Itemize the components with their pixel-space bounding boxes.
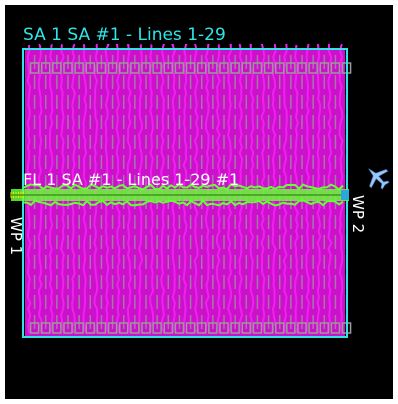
survey-line[interactable]: [215, 44, 221, 334]
line-end-marker: [319, 322, 330, 334]
survey-line[interactable]: [171, 44, 177, 334]
survey-line[interactable]: [182, 44, 188, 334]
line-end-marker: [141, 322, 151, 334]
flight-path-edge: [22, 183, 344, 191]
line-end-marker: [52, 62, 62, 74]
line-end-marker: [163, 322, 174, 334]
line-end-marker: [29, 322, 40, 334]
line-end-marker: [174, 322, 185, 334]
line-end-marker: [63, 62, 73, 74]
line-end-marker: [263, 62, 274, 74]
line-end-marker: [252, 62, 263, 74]
line-end-marker: [330, 322, 341, 334]
line-end-marker: [96, 322, 107, 334]
line-end-marker: [163, 62, 174, 74]
survey-line[interactable]: [82, 44, 88, 334]
line-end-marker: [219, 322, 229, 334]
survey-line[interactable]: [48, 44, 54, 334]
flight-path[interactable]: [10, 183, 349, 207]
line-marks: [29, 55, 352, 334]
line-end-marker: [308, 322, 318, 334]
line-end-marker: [85, 322, 96, 334]
survey-area-label: SA 1 SA #1 - Lines 1-29: [23, 25, 226, 45]
line-end-marker: [263, 322, 274, 334]
line-end-marker: [196, 322, 207, 334]
line-end-marker: [241, 322, 252, 334]
line-end-marker: [308, 62, 318, 74]
flight-line-label: FL 1 SA #1 - Lines 1-29 #1: [23, 170, 240, 189]
survey-line[interactable]: [137, 44, 143, 334]
line-end-marker: [219, 62, 229, 74]
line-end-marker: [274, 62, 285, 74]
line-end-marker: [74, 62, 84, 74]
line-end-marker: [107, 322, 118, 334]
line-end-marker: [230, 62, 240, 74]
line-end-marker: [74, 322, 84, 334]
waypoint-end-label: WP 2: [349, 195, 367, 234]
line-end-marker: [196, 62, 207, 74]
survey-line[interactable]: [126, 44, 132, 334]
line-end-marker: [152, 62, 162, 74]
line-end-marker: [130, 322, 140, 334]
line-end-marker: [85, 62, 96, 74]
line-end-marker: [252, 322, 263, 334]
map-canvas[interactable]: SA 1 SA #1 - Lines 1-29 FL 1 SA #1 - Lin…: [5, 5, 393, 399]
line-end-marker: [174, 62, 185, 74]
flight-path-edge: [22, 198, 344, 207]
line-end-marker: [208, 322, 218, 334]
survey-line[interactable]: [271, 44, 277, 334]
line-end-marker: [40, 62, 51, 74]
survey-map: [10, 44, 352, 338]
line-end-marker: [330, 62, 341, 74]
line-end-marker: [208, 62, 218, 74]
survey-line[interactable]: [316, 44, 322, 334]
line-end-marker: [29, 62, 40, 74]
survey-line[interactable]: [104, 44, 110, 334]
survey-line[interactable]: [260, 44, 266, 334]
line-end-marker: [107, 62, 118, 74]
line-end-marker: [230, 322, 240, 334]
line-end-marker: [185, 322, 196, 334]
line-end-marker: [118, 322, 129, 334]
line-end-marker: [286, 62, 296, 74]
line-end-marker: [152, 322, 162, 334]
survey-line[interactable]: [193, 44, 199, 334]
line-end-marker: [52, 322, 62, 334]
line-end-marker: [130, 62, 140, 74]
line-end-marker: [141, 62, 151, 74]
line-end-marker: [185, 62, 196, 74]
line-end-marker: [40, 322, 51, 334]
line-end-marker: [241, 62, 252, 74]
line-end-marker: [96, 62, 107, 74]
line-end-marker: [319, 62, 330, 74]
line-end-marker: [274, 322, 285, 334]
line-end-marker: [297, 322, 307, 334]
flight-path-end-marker: [341, 190, 349, 200]
line-end-marker: [297, 62, 307, 74]
line-end-marker: [63, 322, 73, 334]
waypoint-start-label: WP 1: [7, 217, 25, 256]
line-end-marker: [118, 62, 129, 74]
line-end-marker: [286, 322, 296, 334]
airplane-icon[interactable]: [363, 163, 391, 191]
